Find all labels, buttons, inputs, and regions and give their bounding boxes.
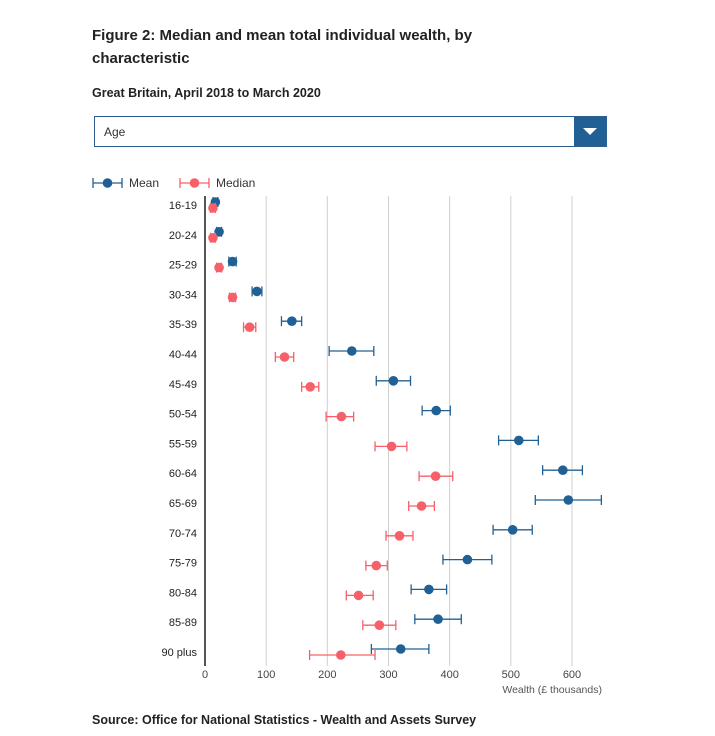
y-category-label: 16-19 [169, 200, 197, 212]
mean-point [388, 376, 399, 386]
x-tick-label: 0 [202, 669, 208, 681]
y-category-label: 30-34 [169, 289, 197, 301]
median-point [305, 382, 316, 392]
legend-median-marker [189, 178, 200, 188]
median-point [394, 531, 405, 541]
characteristic-dropdown[interactable]: Age [94, 116, 607, 147]
y-category-label: 50-54 [169, 409, 197, 421]
chevron-down-icon [583, 128, 597, 135]
median-point [208, 233, 218, 243]
legend-mean-label: Mean [129, 176, 159, 190]
median-point [214, 262, 224, 273]
x-tick-label: 600 [563, 669, 581, 681]
median-point [208, 203, 218, 213]
dropdown-selected-value: Age [104, 125, 126, 139]
mean-point [227, 256, 238, 267]
mean-point [433, 614, 443, 624]
median-point [371, 560, 382, 571]
y-category-label: 55-59 [169, 438, 197, 450]
y-category-label: 25-29 [169, 260, 197, 272]
y-category-label: 70-74 [169, 528, 197, 540]
median-point [430, 471, 441, 482]
y-category-label: 60-64 [169, 468, 197, 480]
x-tick-label: 300 [379, 669, 397, 681]
legend-mean-marker [102, 178, 113, 188]
mean-point [431, 405, 442, 416]
y-category-label: 40-44 [169, 349, 197, 361]
x-tick-label: 500 [502, 669, 520, 681]
y-category-label: 75-79 [169, 558, 197, 570]
mean-point [462, 554, 473, 565]
y-category-label: 85-89 [169, 617, 197, 629]
chart-subtitle: Great Britain, April 2018 to March 2020 [92, 86, 321, 100]
x-axis-label: Wealth (£ thousands) [502, 684, 602, 696]
y-category-label: 90 plus [162, 647, 198, 659]
median-point [335, 650, 346, 660]
mean-point [252, 286, 262, 297]
y-category-label: 20-24 [169, 230, 197, 242]
mean-point [563, 495, 574, 505]
source-note: Source: Office for National Statistics -… [92, 713, 477, 727]
x-tick-label: 400 [440, 669, 458, 681]
median-point [386, 441, 397, 452]
median-point [353, 590, 364, 601]
dropdown-button[interactable] [574, 117, 606, 146]
x-tick-label: 200 [318, 669, 336, 681]
mean-point [287, 316, 297, 327]
chart-title: Figure 2: Median and mean total individu… [92, 27, 473, 67]
y-category-label: 35-39 [169, 319, 197, 331]
mean-point [558, 465, 568, 476]
mean-point [513, 435, 524, 446]
mean-point [507, 525, 518, 535]
mean-point [214, 227, 224, 237]
median-point [336, 411, 347, 422]
median-point [227, 292, 238, 303]
mean-point [347, 346, 357, 356]
median-point [416, 501, 427, 511]
x-tick-label: 100 [257, 669, 275, 681]
median-point [374, 620, 385, 630]
legend-median-label: Median [216, 176, 255, 190]
mean-point [395, 644, 406, 654]
y-category-label: 80-84 [169, 587, 197, 599]
mean-point [424, 584, 434, 595]
y-category-label: 45-49 [169, 379, 197, 391]
median-point [279, 352, 290, 362]
median-point [244, 322, 255, 333]
y-category-label: 65-69 [169, 498, 197, 510]
